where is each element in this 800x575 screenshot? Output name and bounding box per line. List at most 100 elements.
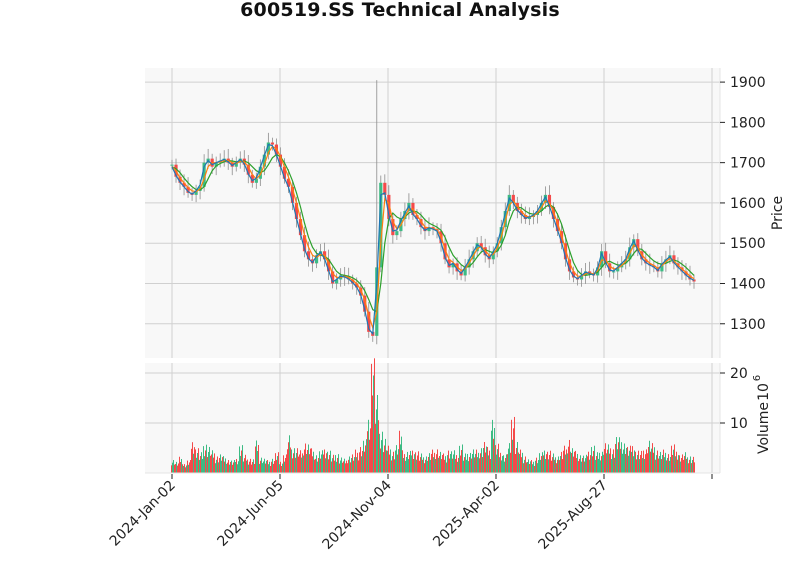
- volume-bar: [656, 455, 657, 473]
- volume-bar: [650, 451, 651, 473]
- volume-bar: [256, 440, 257, 473]
- volume-bar: [585, 458, 586, 473]
- volume-y-axis: 10 20: [719, 363, 748, 473]
- volume-bar: [392, 456, 393, 473]
- volume-bar: [273, 463, 274, 473]
- volume-bar: [495, 445, 496, 473]
- candle-down: [688, 275, 692, 280]
- volume-bar: [384, 445, 385, 473]
- volume-bar: [222, 457, 223, 473]
- volume-bar: [240, 455, 241, 473]
- volume-bar: [232, 464, 233, 473]
- volume-bar: [291, 449, 292, 473]
- volume-bar: [563, 450, 564, 473]
- volume-bar: [603, 454, 604, 473]
- volume-bar: [508, 448, 509, 473]
- x-axis: 2024-Jan-02 2024-Jun-05 2024-Nov-04 2025-Ap…: [107, 472, 720, 553]
- volume-bar: [612, 454, 613, 473]
- volume-bar: [516, 448, 517, 473]
- candle-down: [178, 176, 182, 183]
- volume-bar: [173, 460, 174, 473]
- volume-bar: [213, 457, 214, 473]
- candle-down: [367, 311, 371, 332]
- volume-bar: [577, 453, 578, 473]
- volume-bar: [212, 450, 213, 473]
- volume-bar: [418, 451, 419, 473]
- volume-bar: [239, 446, 240, 473]
- candle-down: [511, 194, 515, 203]
- volume-bar: [466, 459, 467, 473]
- volume-bar: [324, 449, 325, 473]
- price-tick-label: 1800: [730, 115, 766, 131]
- volume-bar: [601, 456, 602, 473]
- volume-bar: [509, 443, 510, 473]
- volume-bar: [604, 449, 605, 473]
- volume-bar: [235, 462, 236, 473]
- volume-bar: [266, 460, 267, 473]
- candle-down: [571, 271, 576, 278]
- volume-bar: [197, 453, 198, 473]
- volume-bar: [693, 456, 694, 473]
- volume-bar: [540, 459, 541, 473]
- volume-bar: [686, 458, 687, 473]
- volume-exponent-label: 10: [756, 383, 772, 401]
- volume-bar: [220, 454, 221, 473]
- volume-bar: [491, 430, 492, 473]
- volume-bar: [498, 443, 499, 473]
- volume-bar: [569, 439, 570, 473]
- volume-bar: [558, 456, 559, 473]
- volume-bar: [281, 466, 282, 473]
- volume-bar: [539, 453, 540, 473]
- volume-bar: [406, 457, 407, 473]
- volume-bar: [461, 450, 462, 473]
- volume-bar: [401, 436, 402, 473]
- volume-bar: [655, 459, 656, 473]
- volume-bar: [599, 452, 600, 473]
- volume-bar: [219, 458, 220, 473]
- volume-bar: [589, 459, 590, 473]
- volume-bar: [337, 457, 338, 473]
- volume-bar: [306, 454, 307, 473]
- volume-bar: [285, 458, 286, 473]
- volume-bar: [385, 438, 386, 473]
- volume-bar: [548, 459, 549, 473]
- volume-bar: [613, 449, 614, 473]
- volume-bar: [421, 453, 422, 473]
- volume-bar: [265, 463, 266, 473]
- candle-up: [314, 255, 319, 264]
- volume-bar: [489, 450, 490, 473]
- candle-down: [608, 263, 612, 272]
- volume-bar: [674, 444, 675, 473]
- volume-bar: [675, 456, 676, 473]
- volume-bar: [379, 433, 380, 473]
- volume-bar: [303, 455, 304, 473]
- volume-bar: [430, 459, 431, 473]
- volume-bar: [562, 459, 563, 473]
- candle-down: [186, 186, 190, 193]
- volume-bar: [333, 454, 334, 473]
- volume-bar: [500, 452, 501, 473]
- volume-bar: [177, 465, 178, 473]
- candle-down: [327, 259, 331, 272]
- volume-bar: [254, 463, 255, 473]
- volume-bar: [302, 453, 303, 473]
- volume-bar: [413, 459, 414, 473]
- volume-bar: [378, 420, 379, 473]
- volume-bar: [511, 419, 512, 473]
- volume-bar: [689, 459, 690, 473]
- volume-bar: [313, 451, 314, 473]
- volume-bar: [547, 451, 548, 473]
- volume-bar: [490, 459, 491, 473]
- volume-bar: [534, 466, 535, 473]
- volume-bar: [660, 451, 661, 473]
- volume-bar: [512, 439, 513, 473]
- volume-bar: [228, 460, 229, 473]
- volume-bar: [198, 448, 199, 473]
- volume-bar: [315, 458, 316, 473]
- candle-down: [447, 259, 451, 268]
- volume-bar: [681, 458, 682, 473]
- volume-bar: [524, 459, 525, 473]
- volume-bar: [653, 452, 654, 473]
- volume-bar: [506, 454, 507, 473]
- volume-bar: [457, 461, 458, 473]
